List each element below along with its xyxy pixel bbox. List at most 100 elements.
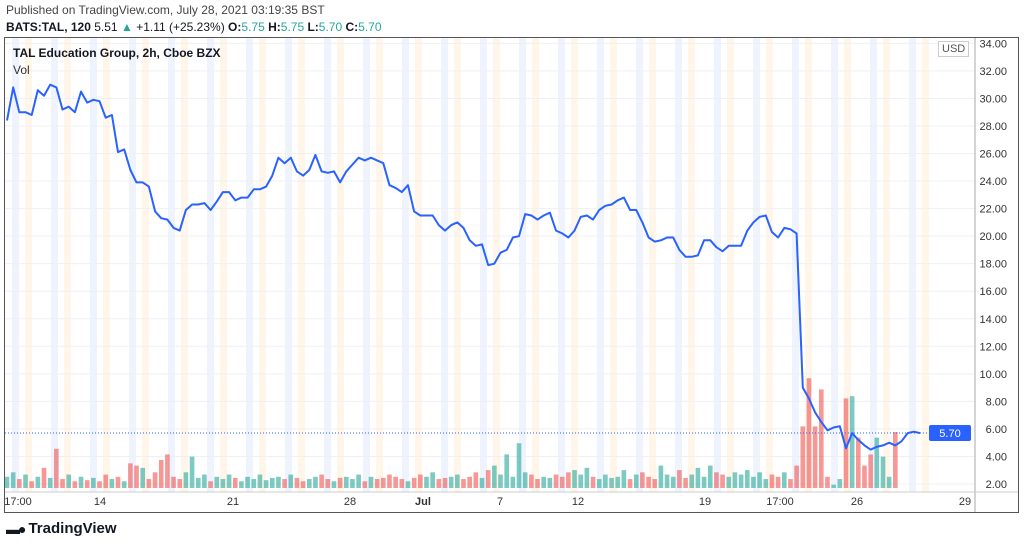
- session-band: [207, 38, 214, 492]
- volume-bar: [818, 389, 824, 488]
- volume-bar: [473, 472, 479, 488]
- y-tick-label: 24.00: [979, 176, 1007, 188]
- volume-bar: [208, 481, 213, 488]
- y-tick-label: 16.00: [979, 286, 1007, 298]
- x-tick-label: 29: [959, 496, 971, 508]
- volume-bar: [91, 477, 96, 488]
- volume-bar: [362, 481, 368, 488]
- session-band: [870, 38, 877, 492]
- y-tick-label: 32.00: [979, 66, 1007, 78]
- volume-bar: [627, 479, 633, 488]
- volume-bar: [313, 476, 318, 488]
- session-band: [610, 38, 617, 492]
- volume-bar: [646, 476, 651, 488]
- session-band: [597, 38, 604, 492]
- volume-bar: [498, 474, 503, 488]
- y-tick-label: 6.00: [986, 424, 1007, 436]
- volume-bar: [701, 476, 707, 488]
- volume-bar: [640, 472, 645, 488]
- volume-bar: [405, 481, 411, 488]
- volume-bar: [751, 476, 756, 488]
- volume-bar: [874, 437, 880, 488]
- volume-bar: [559, 476, 565, 488]
- volume-bar: [794, 465, 799, 488]
- price-change: +1.11 (+25.23%): [136, 20, 225, 34]
- legend-vol: Vol: [13, 63, 30, 77]
- close-label: C:: [345, 20, 359, 34]
- volume-bar: [516, 443, 522, 488]
- session-band: [64, 38, 71, 492]
- session-band: [883, 38, 890, 492]
- volume-bar: [343, 476, 349, 488]
- open-label: O:: [228, 20, 242, 34]
- volume-bar: [461, 479, 466, 488]
- volume-bar: [504, 454, 509, 488]
- tradingview-logo[interactable]: ▬● TradingView: [6, 520, 117, 537]
- volume-bar: [337, 477, 343, 488]
- volume-bar: [732, 472, 738, 488]
- legend-title: TAL Education Group, 2h, Cboe BZX: [13, 46, 221, 60]
- session-band: [324, 38, 331, 492]
- volume-bar: [35, 476, 41, 488]
- volume-bar: [195, 477, 201, 488]
- volume-bar: [788, 479, 793, 488]
- close-value: 5.70: [358, 20, 382, 34]
- volume-bar: [584, 467, 590, 488]
- volume-bar: [29, 481, 34, 488]
- chart-frame: [4, 37, 1019, 513]
- y-tick-label: 2.00: [986, 479, 1007, 491]
- volume-bar: [529, 474, 534, 488]
- footer-brand: TradingView: [28, 520, 117, 537]
- session-band: [25, 38, 32, 492]
- session-band: [636, 38, 643, 492]
- volume-bar: [300, 481, 306, 488]
- volume-bar: [325, 479, 331, 488]
- volume-bar: [609, 477, 614, 488]
- volume-bar: [134, 465, 139, 488]
- volume-bar: [448, 476, 454, 488]
- volume-bar: [380, 477, 386, 488]
- volume-bar: [23, 474, 28, 488]
- x-tick-label: 17:00: [766, 496, 794, 508]
- volume-bar: [535, 479, 540, 488]
- volume-bar: [10, 472, 16, 488]
- volume-bar: [603, 474, 608, 488]
- volume-bar: [590, 476, 596, 488]
- x-tick-label: 17:00: [4, 496, 32, 508]
- x-tick-label: 12: [572, 496, 584, 508]
- volume-bar: [893, 432, 898, 488]
- session-band: [129, 38, 136, 492]
- x-tick-label: 7: [497, 496, 503, 508]
- session-band: [831, 38, 838, 492]
- volume-bar: [78, 476, 84, 488]
- session-band: [844, 38, 851, 492]
- volume-bar: [769, 474, 775, 488]
- volume-bar: [393, 476, 398, 488]
- session-band: [246, 38, 253, 492]
- volume-bar: [41, 467, 47, 488]
- volume-bar: [226, 474, 232, 488]
- y-tick-label: 20.00: [979, 231, 1007, 243]
- volume-bar: [152, 472, 158, 488]
- session-band: [220, 38, 227, 492]
- volume-bar: [276, 476, 281, 488]
- volume-bar: [825, 476, 830, 488]
- session-band: [415, 38, 422, 492]
- x-tick-label: 28: [344, 496, 356, 508]
- volume-bar: [282, 479, 287, 488]
- y-tick-label: 28.00: [979, 121, 1007, 133]
- volume-bar: [17, 479, 22, 488]
- volume-bar: [103, 474, 109, 488]
- session-band: [103, 38, 110, 492]
- session-band: [909, 38, 916, 492]
- session-band: [727, 38, 734, 492]
- volume-bar: [257, 474, 263, 488]
- session-band: [259, 38, 266, 492]
- session-band: [766, 38, 773, 492]
- currency-label[interactable]: USD: [938, 41, 970, 57]
- volume-bar: [566, 472, 571, 488]
- session-band: [532, 38, 539, 492]
- volume-bar: [387, 474, 392, 488]
- volume-bar: [757, 472, 762, 488]
